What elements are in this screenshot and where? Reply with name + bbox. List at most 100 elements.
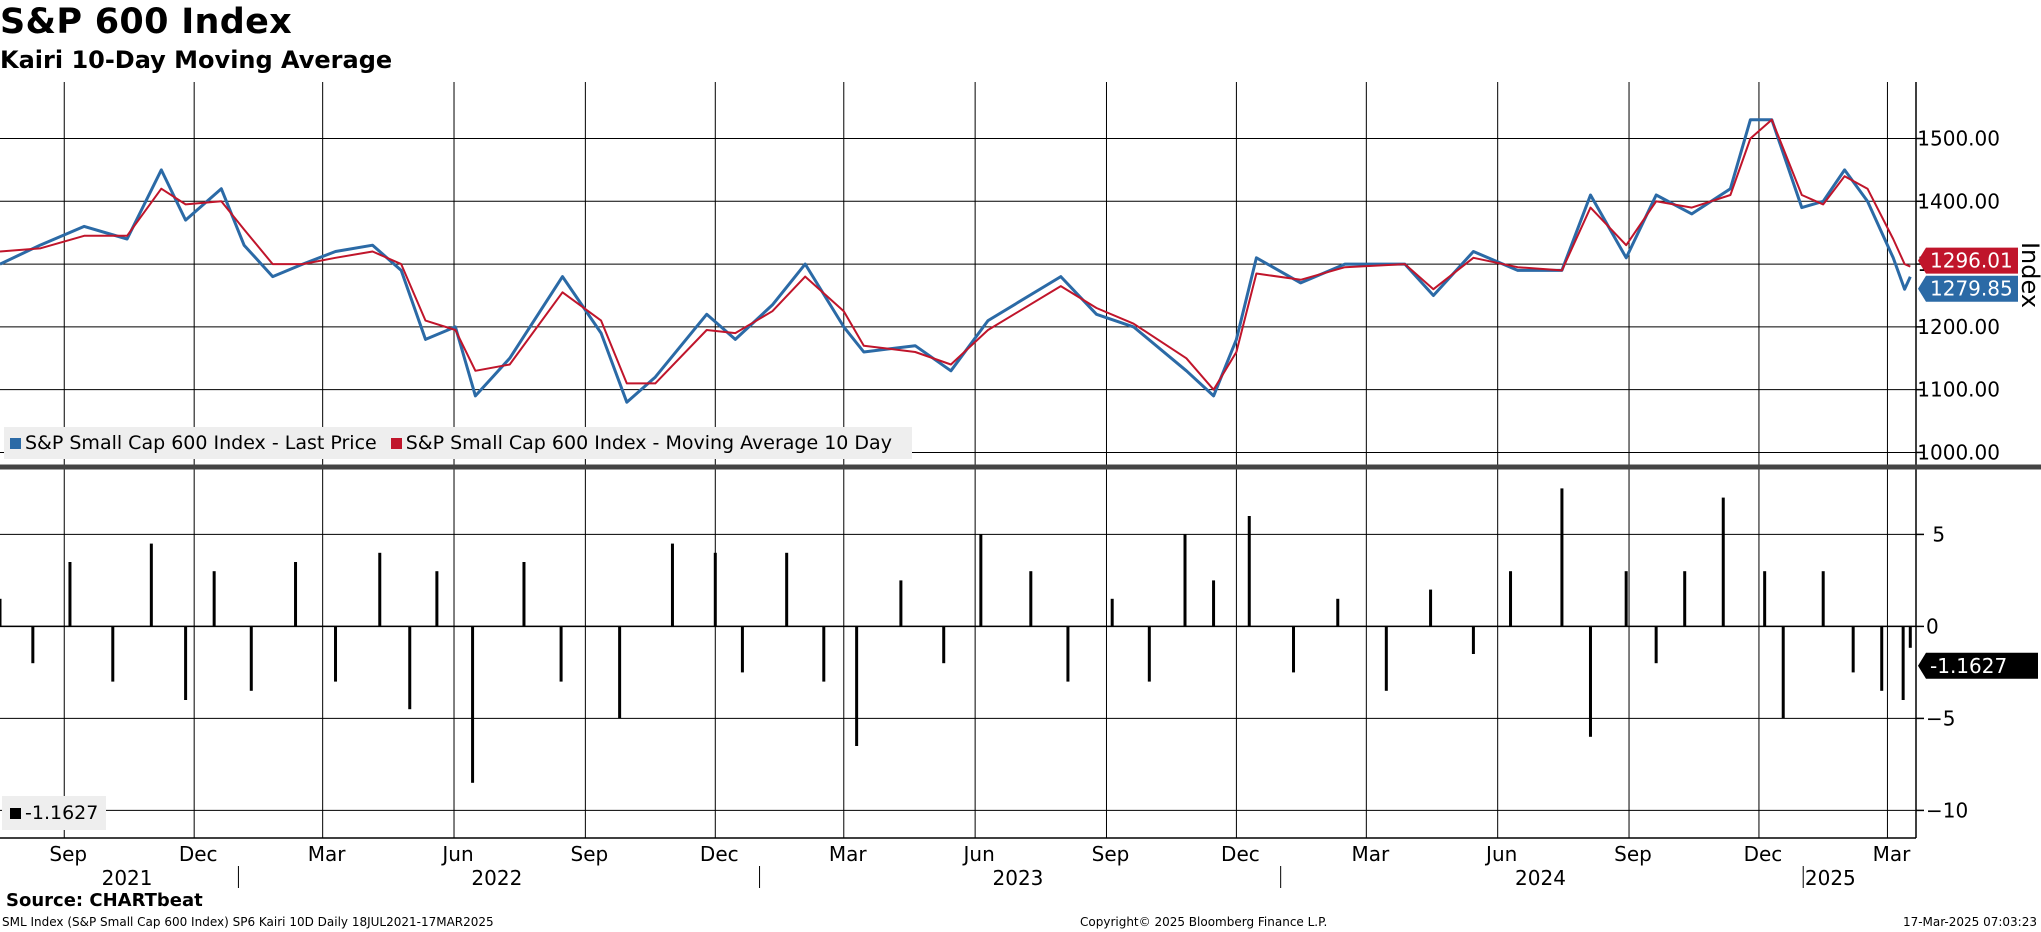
kairi-bar	[1183, 534, 1187, 627]
legend-item-last-price[interactable]: S&P Small Cap 600 Index - Last Price	[10, 432, 377, 454]
kairi-bar	[294, 562, 298, 627]
legend-swatch-moving-average	[390, 437, 402, 449]
kairi-bar	[785, 552, 789, 627]
kairi-bar	[899, 580, 903, 627]
kairi-bar	[1292, 626, 1296, 673]
kairi-bar	[1683, 571, 1687, 627]
kairi-bar	[408, 626, 412, 710]
kairi-bar	[68, 562, 72, 627]
x-year-label: 2025	[1805, 866, 1856, 890]
kairi-bar	[1110, 598, 1114, 627]
x-tick-label: Sep	[49, 842, 87, 866]
last-price-value-tag-text: 1279.85	[1930, 277, 2013, 301]
kairi-bar	[249, 626, 253, 691]
x-tick-label: Dec	[1221, 842, 1260, 866]
kairi-bar	[1654, 626, 1658, 664]
x-tick-label: Jun	[440, 842, 473, 866]
x-tick-label: Sep	[1614, 842, 1652, 866]
top-legend: S&P Small Cap 600 Index - Last Price S&P…	[4, 427, 912, 459]
kairi-bar	[1247, 516, 1251, 627]
kairi-bar	[1560, 488, 1564, 627]
x-year-label: 2024	[1515, 866, 1566, 890]
kairi-bar	[471, 626, 475, 783]
kairi-value-tag-text: -1.1627	[1930, 654, 2007, 678]
ma-value-tag-bg	[1918, 247, 2018, 274]
x-tick-label: Jun	[1484, 842, 1517, 866]
kairi-bar	[111, 626, 115, 682]
kairi-bar	[0, 598, 2, 627]
kairi-bar	[149, 543, 153, 627]
kairi-bar	[1588, 626, 1592, 737]
legend-swatch-last-price	[10, 437, 21, 449]
kairi-bar	[1721, 497, 1725, 627]
x-tick-label: Jun	[962, 842, 995, 866]
kairi-bar	[1429, 589, 1433, 627]
kairi-bar	[1624, 571, 1628, 627]
kairi-bar	[670, 543, 674, 627]
legend-label-kairi: -1.1627	[25, 802, 99, 824]
x-year-label: 2021	[102, 866, 153, 890]
kairi-bar	[942, 626, 946, 664]
footer-ticker-info: SML Index (S&P Small Cap 600 Index) SP6 …	[2, 915, 494, 929]
x-tick-label: Sep	[1092, 842, 1130, 866]
x-tick-label: Mar	[1351, 842, 1390, 866]
kairi-bar	[378, 552, 382, 627]
y-tick-label-top: 1400.00	[1917, 189, 2000, 213]
footer-copyright: Copyright© 2025 Bloomberg Finance L.P.	[1080, 915, 1328, 929]
kairi-bar	[1781, 626, 1785, 719]
last-price-value-tag: 1279.85	[1918, 275, 2018, 302]
x-year-label: 2022	[471, 866, 522, 890]
kairi-bar	[713, 552, 717, 627]
kairi-bar	[1901, 626, 1905, 700]
kairi-bar	[435, 571, 439, 627]
footer-timestamp: 17-Mar-2025 07:03:23	[1902, 915, 2037, 929]
legend-item-moving-average[interactable]: S&P Small Cap 600 Index - Moving Average…	[390, 432, 892, 454]
kairi-bar	[1029, 571, 1033, 627]
y-tick-label-top: 1500.00	[1917, 127, 2000, 151]
kairi-bar	[1908, 626, 1912, 648]
kairi-bar	[184, 626, 188, 700]
kairi-value-tag: -1.1627	[1918, 652, 2038, 679]
kairi-bar	[1851, 626, 1855, 673]
kairi-bar	[334, 626, 338, 682]
footer-source: Source: CHARTbeat	[6, 890, 203, 911]
chart-title: S&P 600 Index	[0, 2, 293, 42]
x-tick-label: Dec	[1744, 842, 1783, 866]
kairi-bar	[1763, 571, 1767, 627]
x-tick-label: Mar	[829, 842, 868, 866]
y-tick-label-bottom: 5	[1926, 522, 1945, 546]
kairi-bar	[1471, 626, 1475, 654]
kairi-bar	[618, 626, 622, 719]
y-tick-label-bottom: −10	[1926, 798, 1968, 822]
y-tick-label-bottom: 0	[1926, 614, 1939, 638]
legend-label-moving-average: S&P Small Cap 600 Index - Moving Average…	[405, 432, 892, 454]
y-axis-title: Index	[2016, 242, 2041, 308]
kairi-bar	[559, 626, 563, 682]
kairi-bar	[212, 571, 216, 627]
y-tick-label-top: 1200.00	[1917, 315, 2000, 339]
bottom-legend[interactable]: -1.1627	[2, 796, 107, 830]
kairi-bar	[822, 626, 826, 682]
y-tick-label-top: 1100.00	[1917, 378, 2000, 402]
x-tick-label: Mar	[1873, 842, 1912, 866]
kairi-bar	[1509, 571, 1513, 627]
legend-swatch-kairi	[10, 807, 21, 819]
kairi-bar	[1147, 626, 1151, 682]
kairi-bar	[1384, 626, 1388, 691]
ma-value-tag-text: 1296.01	[1930, 249, 2013, 273]
x-tick-label: Dec	[179, 842, 218, 866]
x-tick-label: Sep	[571, 842, 609, 866]
y-tick-label-top: 1000.00	[1917, 440, 2000, 464]
last-price-value-tag-bg	[1918, 275, 2018, 302]
kairi-bar	[979, 534, 983, 627]
kairi-bar	[31, 626, 35, 664]
kairi-bar	[855, 626, 859, 746]
kairi-bar	[1880, 626, 1884, 691]
kairi-bar	[1066, 626, 1070, 682]
series-moving-average	[0, 118, 1911, 391]
chart-subtitle: Kairi 10-Day Moving Average	[0, 46, 393, 74]
kairi-bar	[522, 562, 526, 627]
x-year-label: 2023	[993, 866, 1044, 890]
x-tick-label: Mar	[308, 842, 347, 866]
